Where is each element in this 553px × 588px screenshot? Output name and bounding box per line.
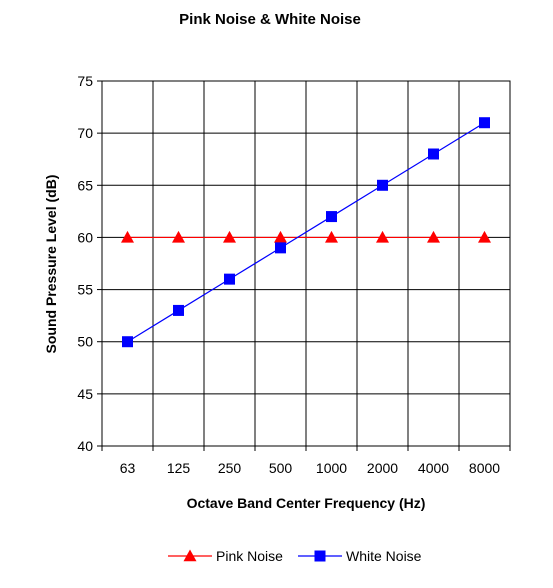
data-point-pink-noise [172,230,185,243]
legend-marker-white-noise [314,550,326,562]
y-tick-label: 40 [77,438,93,454]
legend-label-white-noise: White Noise [346,548,422,564]
series-pink-noise [121,230,491,243]
y-axis-title: Sound Pressure Level (dB) [43,175,59,354]
y-axis-ticks: 40 45 50 55 60 65 70 75 [77,73,102,454]
data-point-white-noise [224,273,235,285]
legend-entry-white-noise: White Noise [298,548,422,564]
y-tick-label: 55 [77,282,93,298]
y-tick-label: 70 [77,125,93,141]
legend-marker-pink-noise [183,549,197,562]
data-point-pink-noise [376,230,389,243]
y-tick-label: 50 [77,334,93,350]
data-point-pink-noise [223,230,236,243]
chart-title: Pink Noise & White Noise [179,11,361,28]
x-tick-label: 500 [269,460,293,476]
x-tick-label: 4000 [418,460,449,476]
y-tick-label: 60 [77,229,93,245]
grid-lines [102,80,510,447]
data-point-pink-noise [478,230,491,243]
data-point-white-noise [479,117,490,129]
series-layer [121,117,491,348]
x-tick-label: 2000 [367,460,398,476]
data-point-pink-noise [274,230,287,243]
x-tick-label: 125 [167,460,191,476]
x-tick-label: 8000 [469,460,500,476]
y-tick-label: 45 [77,386,93,402]
data-point-white-noise [173,304,184,316]
data-point-white-noise [275,242,286,254]
data-point-pink-noise [325,230,338,243]
legend: Pink Noise White Noise [168,548,422,564]
y-tick-label: 75 [77,73,93,89]
data-point-white-noise [377,179,388,191]
legend-entry-pink-noise: Pink Noise [168,548,283,564]
series-white-noise [122,117,490,348]
series-line-white-noise [127,122,485,343]
x-axis-ticks: 63 125 250 500 1000 2000 4000 8000 [101,446,511,476]
data-point-white-noise [326,211,337,223]
data-point-white-noise [122,336,133,348]
x-tick-label: 63 [120,460,136,476]
x-axis-title: Octave Band Center Frequency (Hz) [187,495,426,511]
legend-label-pink-noise: Pink Noise [216,548,283,564]
x-tick-label: 1000 [316,460,347,476]
data-point-white-noise [428,148,439,160]
y-tick-label: 65 [77,177,93,193]
x-tick-label: 250 [218,460,242,476]
data-point-pink-noise [427,230,440,243]
data-point-pink-noise [121,230,134,243]
